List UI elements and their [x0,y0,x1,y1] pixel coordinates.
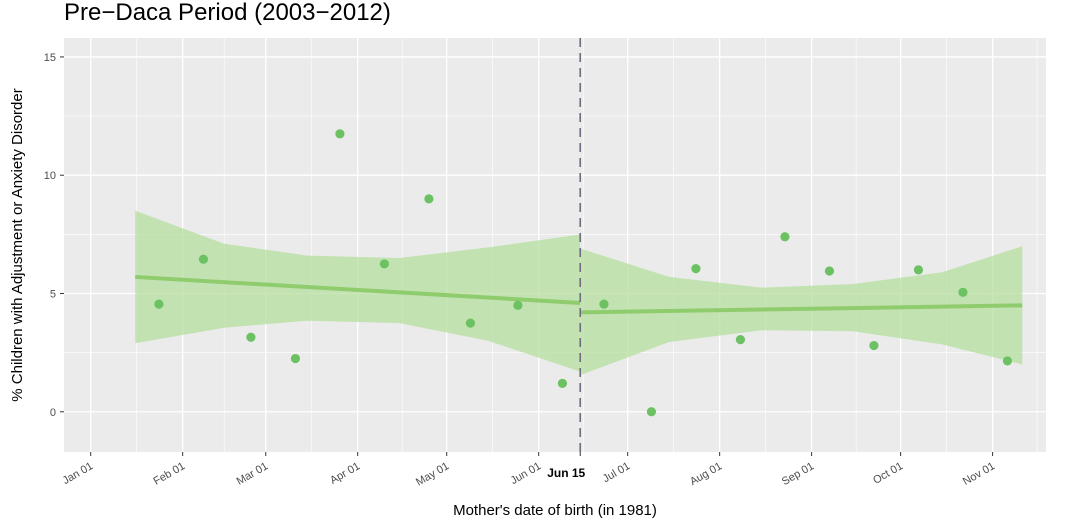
x-tick-label: Jun 01 [509,460,544,487]
y-tick-label: 10 [44,170,56,182]
y-tick-label: 5 [50,288,56,300]
data-point [599,299,609,309]
x-tick-label: Jul 01 [601,460,632,485]
x-axis-title: Mother's date of birth (in 1981) [453,502,657,519]
y-axis-title: % Children with Adjustment or Anxiety Di… [9,88,26,401]
data-point [869,340,879,351]
data-point [1002,356,1013,366]
y-axis-ticks: 0 5 10 15 [44,52,64,419]
x-tick-label: Nov 01 [961,460,997,488]
fit-line [580,303,1023,315]
chart-title: Pre−Daca Period (2003−2012) [64,0,391,26]
data-point [246,332,256,342]
grid-major [64,38,1046,452]
x-axis-ticks: Jan 01 Feb 01 Mar 01 Apr 01 May 01 Jun 01 Jun … [61,452,997,489]
x-tick-label: Aug 01 [688,460,724,488]
data-point [335,129,345,139]
data-point [198,254,209,264]
y-tick-label: 0 [50,407,56,419]
data-point [646,407,657,417]
x-tick-label: Sep 01 [780,460,816,488]
data-point [557,378,568,388]
data-points [154,129,1013,417]
data-point [465,318,476,328]
x-tick-label: May 01 [414,460,451,488]
data-point [691,264,701,274]
x-tick-label: Jun 15 [547,466,585,480]
x-tick-label: Apr 01 [328,460,362,487]
data-point [290,353,301,364]
data-point [958,287,968,297]
data-point [824,266,835,276]
grid-minor [64,38,1046,472]
data-point [424,194,434,204]
x-tick-label: Jan 01 [61,460,96,487]
fit-line [135,274,581,305]
x-tick-label: Mar 01 [235,460,271,488]
x-tick-label: Feb 01 [152,460,188,488]
data-point [913,265,924,275]
y-tick-label: 15 [44,52,56,64]
data-point [379,259,390,269]
data-point [513,300,523,310]
data-point [780,232,790,242]
x-tick-label: Oct 01 [871,460,905,487]
data-point [735,335,746,345]
data-point [154,299,164,309]
fit-lines [135,274,1023,315]
